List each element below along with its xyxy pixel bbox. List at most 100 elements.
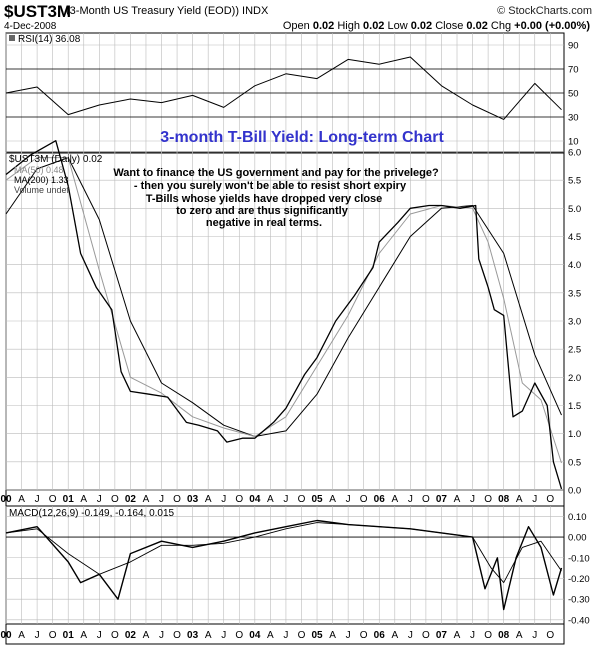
time-tick-label-23: O	[360, 494, 368, 505]
rsi-ytick-label-4: 90	[568, 41, 579, 52]
macd-line	[5, 519, 563, 611]
time-tick-label-bottom-35: O	[546, 630, 554, 641]
time-tick-label-16: 04	[249, 494, 261, 505]
time-tick-label-bottom-2: J	[35, 630, 40, 641]
time-tick-label-bottom-10: J	[159, 630, 164, 641]
macd-ytick-label-3: -0.20	[568, 574, 590, 585]
open-value: 0.02	[312, 20, 335, 32]
time-tick-label-bottom-11: O	[173, 630, 181, 641]
chart-date: 4-Dec-2008	[4, 21, 57, 32]
time-tick-label-bottom-17: A	[267, 630, 274, 641]
time-tick-label-30: J	[470, 494, 475, 505]
time-tick-label-bottom-3: O	[49, 630, 57, 641]
time-tick-label-18: J	[283, 494, 288, 505]
series-layer	[5, 56, 564, 611]
price-ytick-label-9: 4.5	[568, 232, 581, 243]
price-ytick-label-2: 1.0	[568, 429, 581, 440]
time-tick-label-10: J	[159, 494, 164, 505]
time-tick-label-bottom-16: 04	[249, 630, 261, 641]
low-label: Low	[387, 20, 408, 32]
time-tick-label-2: J	[35, 494, 40, 505]
annotation-title: 3-month T-Bill Yield: Long-term Chart	[160, 129, 444, 146]
annotation-line-1: Want to finance the US government and pa…	[113, 167, 439, 179]
macd-ytick-label-2: -0.10	[568, 553, 590, 564]
rsi-ytick-label-1: 30	[568, 113, 579, 124]
time-tick-label-bottom-27: O	[422, 630, 430, 641]
price-ytick-label-7: 3.5	[568, 288, 581, 299]
time-tick-label-bottom-6: J	[97, 630, 102, 641]
price-ytick-label-12: 6.0	[568, 148, 581, 159]
time-tick-label-15: O	[235, 494, 243, 505]
time-tick-label-33: A	[516, 494, 523, 505]
time-tick-label-5: A	[80, 494, 87, 505]
time-tick-label-bottom-33: A	[516, 630, 523, 641]
rsi-label-swatch	[9, 35, 15, 41]
chart-header: $UST3M (3-Month US Treasury Yield (EOD))…	[4, 2, 594, 32]
time-tick-label-3: O	[49, 494, 57, 505]
rsi-label: RSI(14) 36.08	[18, 34, 81, 45]
time-tick-label-bottom-15: O	[235, 630, 243, 641]
time-tick-label-22: J	[346, 494, 351, 505]
time-tick-label-26: J	[408, 494, 413, 505]
macd-label: MACD(12,26,9) -0.149, -0.164, 0.015	[9, 508, 175, 519]
time-tick-label-bottom-21: A	[329, 630, 336, 641]
price-ytick-label-8: 4.0	[568, 260, 581, 271]
legend-ma50: MA(50) 0.48	[14, 165, 64, 175]
time-tick-label-9: A	[143, 494, 150, 505]
time-tick-label-7: O	[111, 494, 119, 505]
time-tick-label-bottom-34: J	[532, 630, 537, 641]
rsi-ytick-label-3: 70	[568, 65, 579, 76]
time-tick-label-bottom-4: 01	[63, 630, 75, 641]
macd-signal-line	[5, 522, 562, 584]
time-tick-label-6: J	[97, 494, 102, 505]
chg-value: +0.00 (+0.00%)	[514, 20, 590, 32]
time-tick-label-34: J	[532, 494, 537, 505]
time-tick-label-bottom-31: O	[484, 630, 492, 641]
time-tick-label-28: 07	[436, 494, 448, 505]
high-value: 0.02	[363, 20, 385, 32]
price-ytick-label-6: 3.0	[568, 317, 581, 328]
time-tick-label-20: 05	[311, 494, 323, 505]
time-tick-label-17: A	[267, 494, 274, 505]
time-tick-label-bottom-14: J	[221, 630, 226, 641]
annotation-line-4: to zero and are thus significantly	[176, 205, 349, 217]
macd-panel-frame	[5, 505, 565, 625]
rsi-line	[5, 56, 562, 120]
grid-layer	[5, 33, 564, 624]
tick-layer: 0000AAJJOO0101AAJJOO0202AAJJOO0303AAJJOO…	[0, 41, 589, 642]
time-tick-label-bottom-13: A	[205, 630, 212, 641]
time-tick-label-14: J	[221, 494, 226, 505]
time-tick-label-bottom-20: 05	[311, 630, 323, 641]
open-label: Open	[282, 20, 310, 32]
macd-ytick-label-0: 0.10	[568, 512, 587, 523]
time-tick-label-bottom-23: O	[360, 630, 368, 641]
time-tick-label-4: 01	[63, 494, 75, 505]
close-label: Close	[435, 20, 464, 32]
time-tick-label-21: A	[329, 494, 336, 505]
time-tick-label-32: 08	[498, 494, 510, 505]
brand-label: © StockCharts.com	[497, 5, 592, 17]
time-tick-label-bottom-19: O	[298, 630, 306, 641]
time-tick-label-19: O	[298, 494, 306, 505]
price-ytick-label-1: 0.5	[568, 457, 581, 468]
time-tick-label-bottom-1: A	[18, 630, 25, 641]
macd-ytick-label-5: -0.40	[568, 615, 590, 626]
time-tick-label-27: O	[422, 494, 430, 505]
time-tick-label-bottom-25: A	[391, 630, 398, 641]
time-tick-label-12: 03	[187, 494, 199, 505]
price-ytick-label-3: 1.5	[568, 401, 581, 412]
annotation-line-3: T-Bills whose yields have dropped very c…	[146, 193, 383, 205]
price-ytick-label-4: 2.0	[568, 373, 581, 384]
rsi-ytick-label-2: 50	[568, 89, 579, 100]
time-tick-label-bottom-30: J	[470, 630, 475, 641]
rsi-ytick-label-0: 10	[568, 137, 579, 148]
time-tick-label-bottom-22: J	[346, 630, 351, 641]
time-tick-label-24: 06	[374, 494, 386, 505]
time-axis-strip-bottom	[5, 623, 565, 645]
time-tick-label-11: O	[173, 494, 181, 505]
price-ytick-label-5: 2.5	[568, 345, 581, 356]
ohlc-readout: Open 0.02 High 0.02 Low 0.02 Close 0.02 …	[283, 20, 590, 32]
annotation-text: Want to finance the US government and pa…	[113, 167, 439, 229]
annotation-line-5: negative in real terms.	[206, 217, 322, 229]
